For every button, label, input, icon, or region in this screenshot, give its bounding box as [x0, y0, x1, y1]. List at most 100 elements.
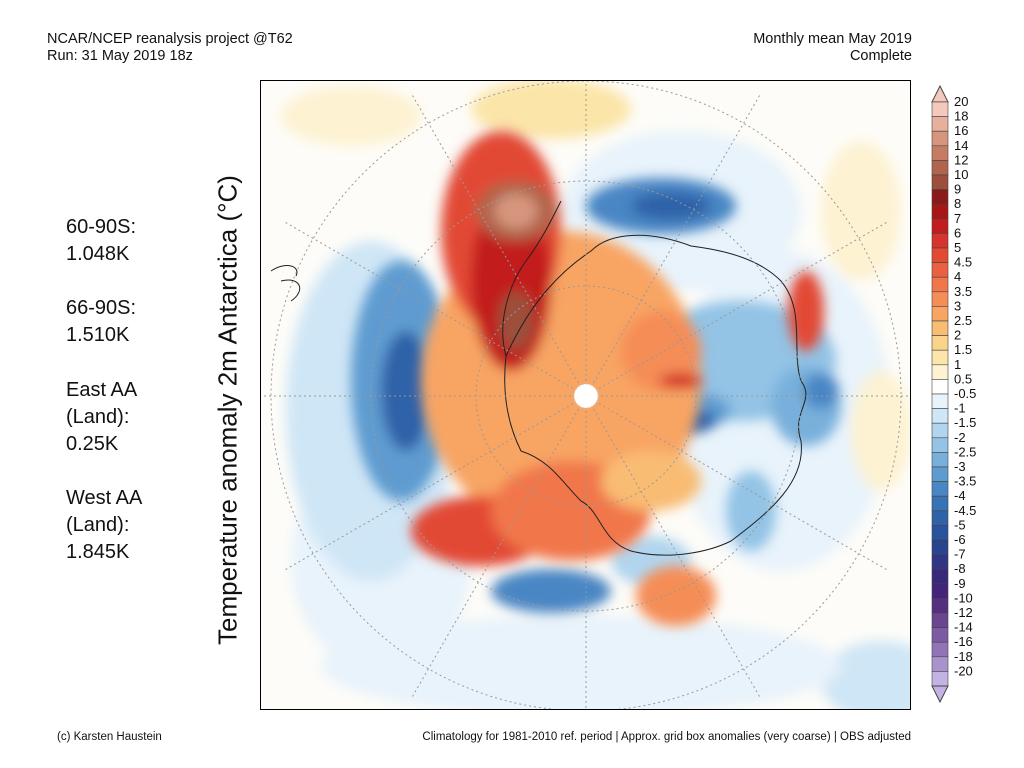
colorbar-swatch [931, 160, 949, 176]
antarctica-coastline [504, 234, 807, 556]
colorbar-swatch [931, 627, 949, 643]
colorbar-tick-label: -2.5 [954, 444, 976, 459]
colorbar-swatch [931, 130, 949, 147]
colorbar-swatch [931, 189, 949, 205]
stat-label: 66-90S: [66, 297, 137, 319]
colorbar-swatch [931, 422, 949, 439]
colorbar-swatch [931, 452, 949, 468]
colorbar-tick-label: -4 [954, 488, 966, 503]
stat-sublabel: (Land): [66, 406, 130, 428]
colorbar-tick-label: 2 [954, 328, 961, 343]
colorbar-tick-label: -6 [954, 532, 966, 547]
period-title: Monthly mean May 2019 [753, 31, 912, 47]
colorbar-tick-label: -3.5 [954, 474, 976, 489]
colorbar-swatch [931, 583, 949, 599]
colorbar-swatch [931, 437, 949, 453]
colorbar-swatch [931, 656, 949, 672]
colorbar-tick-label: 6 [954, 225, 961, 240]
colorbar-swatch [931, 393, 949, 409]
colorbar-swatch [931, 203, 949, 220]
colorbar-tick-label: 4 [954, 269, 961, 284]
peninsula-coastline [502, 200, 562, 357]
run-time: Run: 31 May 2019 18z [47, 48, 193, 64]
copyright-note: (c) Karsten Haustein [57, 731, 162, 743]
colorbar-tick-label: -12 [954, 605, 973, 620]
stat-sublabel: (Land): [66, 514, 130, 536]
colorbar-swatch [931, 379, 949, 395]
colorbar-tick-label: 5 [954, 240, 961, 255]
colorbar-swatch [931, 349, 949, 366]
colorbar-tick-label: -16 [954, 634, 973, 649]
colorbar-swatch [931, 539, 949, 555]
colorbar-swatch [931, 233, 949, 249]
stat-label: West AA [66, 487, 143, 509]
south-pole-marker [573, 383, 599, 409]
colorbar-swatch [931, 320, 949, 336]
stat-east-aa: East AA (Land): 0.25K [66, 377, 137, 458]
header-right: Monthly mean May 2019 Complete [753, 31, 912, 65]
anomaly-map [260, 80, 911, 710]
header-left: NCAR/NCEP reanalysis project @T62 Run: 3… [47, 31, 293, 65]
colorbar-swatch [931, 276, 949, 293]
colorbar-swatch [931, 408, 949, 424]
colorbar-tick-label: -7 [954, 547, 966, 562]
colorbar-swatch [931, 525, 949, 541]
colorbar-swatch [931, 641, 949, 658]
colorbar-tick-label: -0.5 [954, 386, 976, 401]
colorbar-tick-label: 4.5 [954, 255, 972, 270]
colorbar-tick-label: 7 [954, 211, 961, 226]
stat-value: 1.845K [66, 541, 130, 563]
colorbar-tick-label: 10 [954, 167, 968, 182]
methodology-note: Climatology for 1981-2010 ref. period | … [422, 731, 911, 743]
colorbar-tick-label: 14 [954, 138, 968, 153]
colorbar-tick-label: -10 [954, 590, 973, 605]
colorbar-swatch [931, 554, 949, 570]
colorbar-swatch [931, 612, 949, 628]
colorbar-swatch [931, 101, 949, 117]
colorbar-tick-label: -4.5 [954, 503, 976, 518]
stat-value: 1.048K [66, 243, 130, 265]
stat-label: 60-90S: [66, 216, 137, 238]
colorbar-swatch [931, 247, 949, 263]
colorbar-tick-label: 1.5 [954, 342, 972, 357]
stat-value: 0.25K [66, 433, 119, 455]
colorbar-swatch [931, 510, 949, 526]
south-america-coastline [270, 265, 301, 302]
colorbar-tick-label: -3 [954, 459, 966, 474]
colorbar-tick-label: 20 [954, 94, 968, 109]
colorbar-swatch [931, 671, 949, 687]
colorbar-swatch [931, 466, 949, 482]
stat-west-aa: West AA (Land): 1.845K [66, 485, 142, 566]
completeness-status: Complete [849, 48, 912, 64]
stat-60-90s: 60-90S: 1.048K [66, 214, 136, 268]
colorbar-swatch [931, 364, 949, 380]
model-title: NCAR/NCEP reanalysis project @T62 [47, 31, 293, 47]
colorbar-swatch [931, 145, 949, 161]
colorbar-max-arrow [931, 84, 949, 103]
colorbar-tick-label: -5 [954, 517, 966, 532]
map-y-label: Temperature anomaly 2m Antarctica (°C) [212, 175, 243, 645]
colorbar-swatch [931, 306, 949, 322]
meridian-lines [261, 81, 910, 709]
colorbar-tick-label: -1.5 [954, 415, 976, 430]
colorbar-tick-label: 1 [954, 357, 961, 372]
colorbar-tick-label: 12 [954, 152, 968, 167]
colorbar-tick-label: -20 [954, 663, 973, 678]
colorbar-tick-label: -14 [954, 620, 973, 635]
colorbar-swatch [931, 262, 949, 278]
colorbar-tick-label: 16 [954, 123, 968, 138]
colorbar-swatch [931, 495, 949, 512]
colorbar-tick-label: -2 [954, 430, 966, 445]
colorbar-tick-label: -1 [954, 401, 966, 416]
colorbar-tick-label: 9 [954, 182, 961, 197]
colorbar-tick-label: 3.5 [954, 284, 972, 299]
colorbar-swatch [931, 598, 949, 614]
colorbar-tick-label: 8 [954, 196, 961, 211]
colorbar-swatch [931, 335, 949, 351]
colorbar-swatch [931, 174, 949, 190]
colorbar-swatch [931, 568, 949, 585]
colorbar-tick-label: 0.5 [954, 371, 972, 386]
colorbar-swatch [931, 291, 949, 307]
colorbar-tick-label: 18 [954, 109, 968, 124]
map-svg [261, 81, 910, 709]
